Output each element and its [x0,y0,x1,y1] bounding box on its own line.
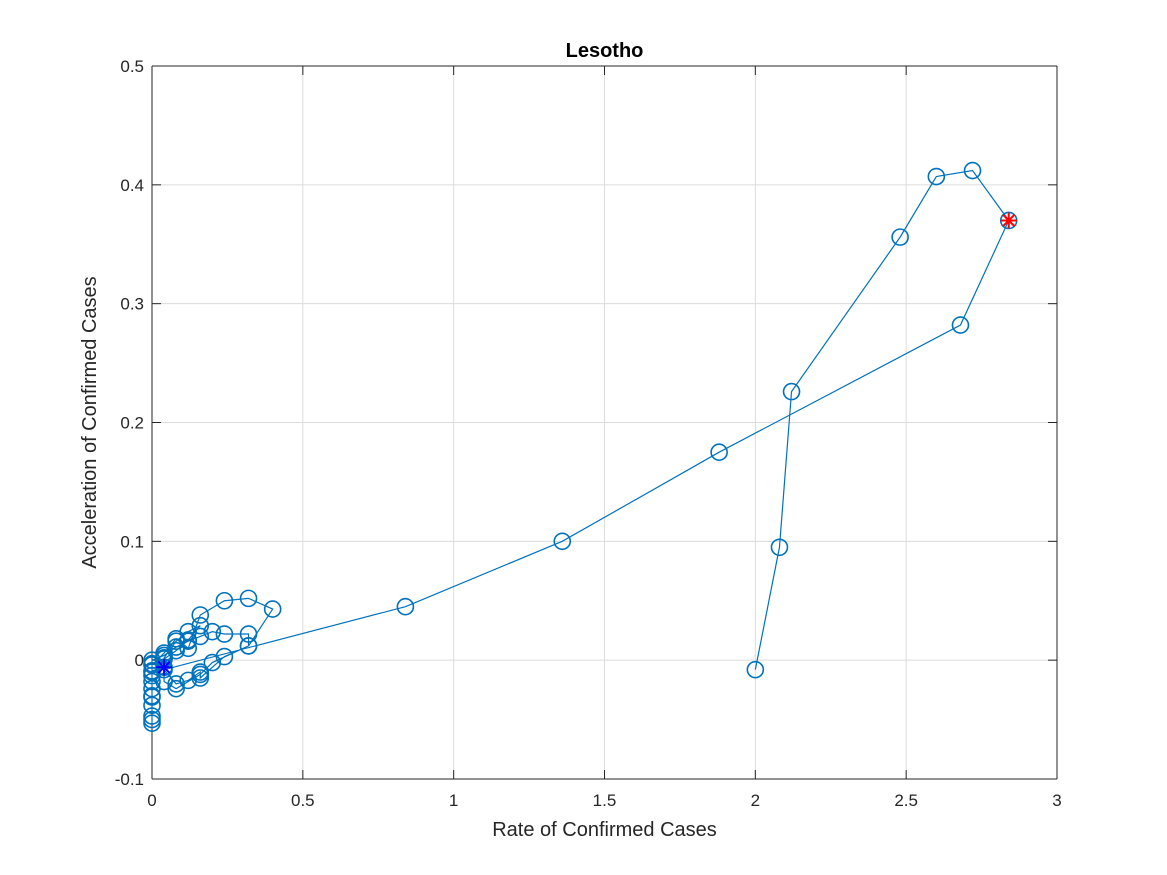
data-point [927,167,946,186]
x-tick-label: 0 [147,791,156,810]
data-point [746,660,765,679]
x-tick-label: 1 [449,791,458,810]
data-point [167,641,185,660]
data-point [215,591,234,610]
data-point [143,696,161,715]
x-tick-label: 2.5 [894,791,918,810]
y-tick-label: 0.3 [120,295,144,314]
data-point [203,622,222,641]
axes: 0 0.5 1 1.5 2 2.5 3-0.100.10.20.30.40.5 [115,57,1062,810]
y-tick-label: -0.1 [115,770,144,789]
data-point [179,671,197,690]
data-point [143,710,161,729]
data-point [179,631,197,649]
data-point [951,316,970,334]
data-point [770,538,789,557]
data-point [891,228,909,246]
endpoint-markers [156,212,1017,676]
x-tick-label: 3 [1052,791,1061,810]
data-point [191,663,210,681]
data-point [179,639,197,658]
data-point [167,675,185,693]
x-tick-label: 0.5 [291,791,315,810]
data-point [215,647,234,666]
data-point [710,443,728,462]
data-point [782,382,801,401]
data-point [396,597,415,616]
data-point [239,625,258,643]
data-point [191,627,210,646]
y-tick-label: 0.4 [120,176,144,195]
end-point-marker-stroke [1002,214,1016,227]
data-point [239,589,258,608]
end-point-marker [1000,212,1017,229]
start-point-marker-stroke [157,660,171,674]
data-point [191,669,210,687]
y-tick-label: 0.2 [120,414,144,433]
start-point-marker [156,659,173,676]
data-point [215,625,234,643]
y-tick-label: 0.5 [120,57,144,76]
data-point [203,653,222,672]
x-tick-label: 2 [751,791,760,810]
data-point [239,637,258,655]
data-series [143,161,1018,732]
x-axis-label: Rate of Confirmed Cases [492,819,717,841]
y-tick-label: 0.1 [120,532,144,551]
chart-title: Lesotho [566,40,644,62]
y-axis-label: Acceleration of Confirmed Cases [79,276,101,568]
data-point [263,600,282,618]
data-point [191,606,210,624]
data-point [191,616,210,635]
data-point [963,161,982,180]
data-point [143,656,161,674]
x-tick-label: 1.5 [593,791,617,810]
y-tick-label: 0 [135,651,144,670]
data-point [167,629,185,648]
data-point [553,532,572,551]
data-point [143,687,161,705]
